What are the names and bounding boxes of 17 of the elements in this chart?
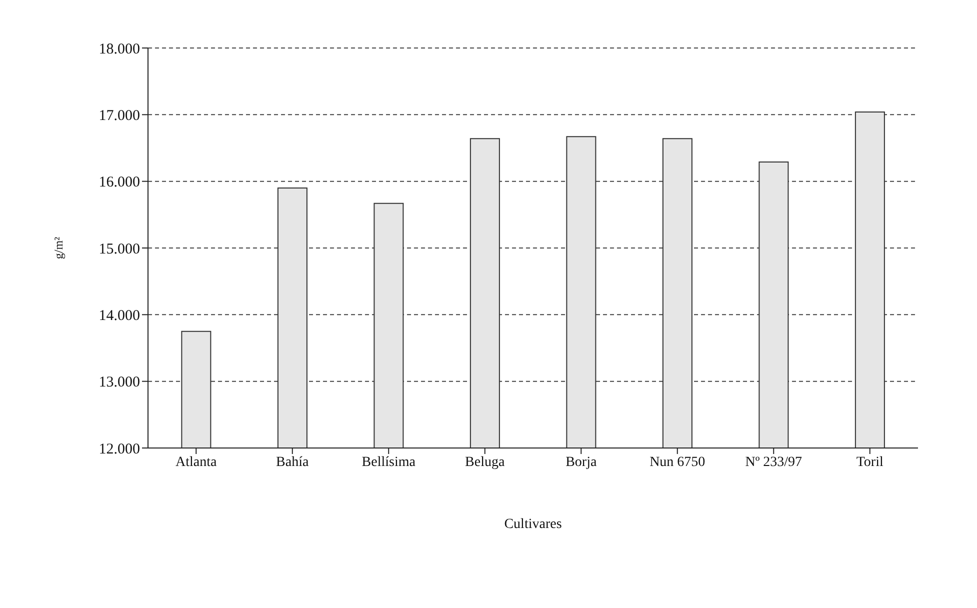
x-tick-label: Beluga <box>465 454 506 470</box>
x-tick-label: Toril <box>856 454 884 470</box>
x-tick-label: Atlanta <box>176 454 218 470</box>
y-tick-label: 15.000 <box>98 241 140 258</box>
y-tick-label: 16.000 <box>98 174 140 191</box>
y-tick-label: 18.000 <box>98 41 140 58</box>
x-tick-label: Bahía <box>276 454 310 470</box>
x-tick-label: Borja <box>566 454 598 470</box>
x-tick-label: Bellísima <box>362 454 416 470</box>
x-tick-label: Nº 233/97 <box>745 454 802 470</box>
y-tick-label: 12.000 <box>98 441 140 458</box>
x-axis-title: Cultivares <box>504 516 562 532</box>
y-tick-label: 17.000 <box>98 108 140 124</box>
y-axis-title: g/m² <box>51 236 66 260</box>
y-tick-label: 13.000 <box>98 374 140 391</box>
x-tick-label: Nun 6750 <box>650 454 706 470</box>
y-tick-label: 14.000 <box>98 308 140 324</box>
